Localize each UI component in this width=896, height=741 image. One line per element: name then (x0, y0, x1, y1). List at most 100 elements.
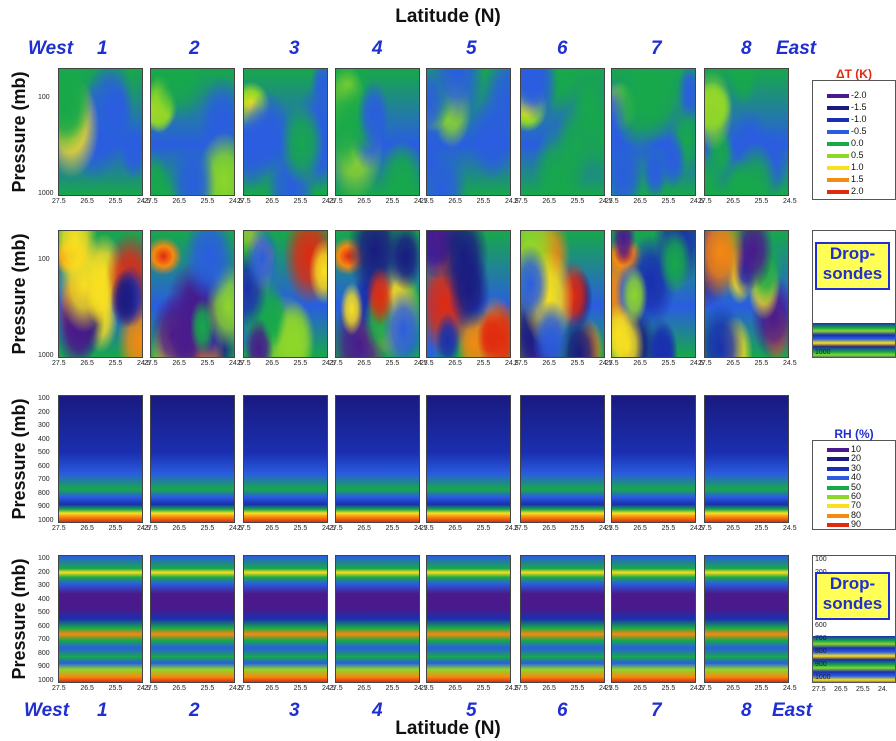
x-tick-label: 27.5 (698, 685, 712, 692)
x-tick-label: 26.5 (633, 685, 647, 692)
x-tick-label: 26.5 (172, 198, 186, 205)
legend-swatch (827, 513, 849, 518)
x-tick-label: 25.5 (476, 360, 491, 367)
x-tick-label: 24.5 (229, 525, 243, 532)
x-tick-label: 24.5 (414, 360, 428, 367)
dropsonde-y-tick: 1000 (815, 674, 831, 681)
x-tick-label: 24.5 (137, 685, 151, 692)
x-tick-label: 25.5 (570, 525, 585, 532)
x-tick-label: 25.5 (476, 525, 491, 532)
x-tick-label: 27.5 (237, 198, 251, 205)
x-tick-label: 27.5 (329, 198, 343, 205)
x-tick-label: 24.5 (690, 360, 704, 367)
column-label-1-top: 1 (97, 38, 108, 59)
x-tick-label: 26.5 (172, 685, 186, 692)
x-tick-label: 27.5 (329, 525, 343, 532)
x-tick-label: 25.5 (293, 198, 308, 205)
x-tick-label: 24.5 (229, 198, 243, 205)
heatmap-panel-row3-col2 (150, 395, 235, 523)
x-tick-label: 24.5 (322, 360, 336, 367)
legend-swatch (827, 178, 849, 182)
dropsonde-profile (813, 636, 895, 682)
y-tick-label: 100 (38, 555, 50, 562)
legend-label: -1.5 (851, 102, 867, 112)
x-tick-label: 24.5 (599, 525, 613, 532)
x-tick-label: 24.5 (137, 198, 151, 205)
x-tick-label: 25.5 (200, 685, 215, 692)
x-tick-label: 27.5 (420, 360, 434, 367)
x-tick-label: 27.5 (514, 525, 528, 532)
y-tick-label: 1000 (38, 352, 54, 359)
heatmap-panel-row1-col7 (611, 68, 696, 196)
dropsonde-y-tick: 900 (815, 660, 827, 668)
x-tick-label: 24.5 (229, 360, 243, 367)
x-tick-label: 27.5 (237, 525, 251, 532)
column-label-4-top: 4 (372, 38, 383, 59)
legend-label: 1.0 (851, 162, 864, 172)
x-tick-label: 27.5 (237, 685, 251, 692)
legend-label: -1.0 (851, 114, 867, 124)
x-tick-label: 26.5 (80, 685, 94, 692)
x-tick-label: 26.5 (726, 360, 740, 367)
x-tick-label: 24.5 (783, 360, 797, 367)
column-label-5-bottom: 5 (466, 700, 477, 721)
y-tick-label: 800 (38, 649, 50, 657)
column-label-6-bottom: 6 (557, 700, 568, 721)
dropsonde-x-tick: 27.5 (812, 686, 826, 693)
x-tick-label: 24.5 (137, 525, 151, 532)
y-tick-label: 300 (38, 582, 50, 590)
legend-swatch (827, 523, 849, 528)
y-tick-label: 400 (38, 595, 50, 603)
bottom-axis-title: Latitude (N) (395, 718, 501, 739)
legend-label: 80 (851, 509, 862, 520)
legend-swatch (827, 154, 849, 158)
heatmap-panel-row2-col5 (426, 230, 511, 358)
x-tick-label: 25.5 (570, 198, 585, 205)
dropsonde-profile (813, 323, 895, 357)
heatmap-panel-row3-col1 (58, 395, 143, 523)
heatmap-panel-row2-col8 (704, 230, 789, 358)
x-tick-label: 26.5 (172, 525, 186, 532)
x-tick-label: 25.5 (293, 525, 308, 532)
x-tick-label: 25.5 (661, 360, 676, 367)
x-tick-label: 24.5 (414, 198, 428, 205)
x-tick-label: 25.5 (754, 198, 769, 205)
x-tick-label: 26.5 (726, 685, 740, 692)
x-tick-label: 27.5 (698, 198, 712, 205)
x-tick-label: 24.5 (690, 525, 704, 532)
y-axis-title-row1: Pressure (mb) (9, 71, 29, 193)
heatmap-panel-row1-col4 (335, 68, 420, 196)
x-tick-label: 25.5 (385, 198, 400, 205)
y-tick-label: 600 (38, 462, 50, 470)
x-tick-label: 24.5 (414, 525, 428, 532)
heatmap-panel-row2-col3 (243, 230, 328, 358)
legend-label: 60 (851, 491, 862, 501)
legend-label: -0.5 (851, 126, 867, 136)
y-tick-label: 300 (38, 422, 50, 430)
x-tick-label: 25.5 (476, 685, 491, 692)
column-label-5-top: 5 (466, 38, 477, 59)
legend-label: 90 (851, 519, 862, 530)
x-tick-label: 26.5 (542, 685, 556, 692)
dropsonde-y-tick: 800 (815, 647, 827, 655)
x-tick-label: 26.5 (542, 198, 556, 205)
heatmap-panel-row3-col4 (335, 395, 420, 523)
x-tick-label: 24.5 (414, 685, 428, 692)
x-tick-label: 26.5 (633, 360, 647, 367)
legend-swatch (827, 130, 849, 134)
heatmap-panel-row4-col3 (243, 555, 328, 683)
x-tick-label: 26.5 (80, 198, 94, 205)
x-tick-label: 26.5 (633, 198, 647, 205)
legend-swatch (827, 118, 849, 122)
x-tick-label: 24.5 (599, 360, 613, 367)
y-axis-title-row4: Pressure (mb) (9, 558, 29, 680)
x-tick-label: 27.5 (144, 525, 158, 532)
heatmap-panel-row4-col7 (611, 555, 696, 683)
x-tick-label: 25.5 (385, 685, 400, 692)
legend-label: 1.5 (851, 174, 864, 184)
column-label-4-bottom: 4 (372, 700, 383, 721)
heatmap-panel-row2-col1 (58, 230, 143, 358)
x-tick-label: 27.5 (605, 198, 619, 205)
x-tick-label: 27.5 (237, 360, 251, 367)
x-tick-label: 25.5 (476, 198, 491, 205)
